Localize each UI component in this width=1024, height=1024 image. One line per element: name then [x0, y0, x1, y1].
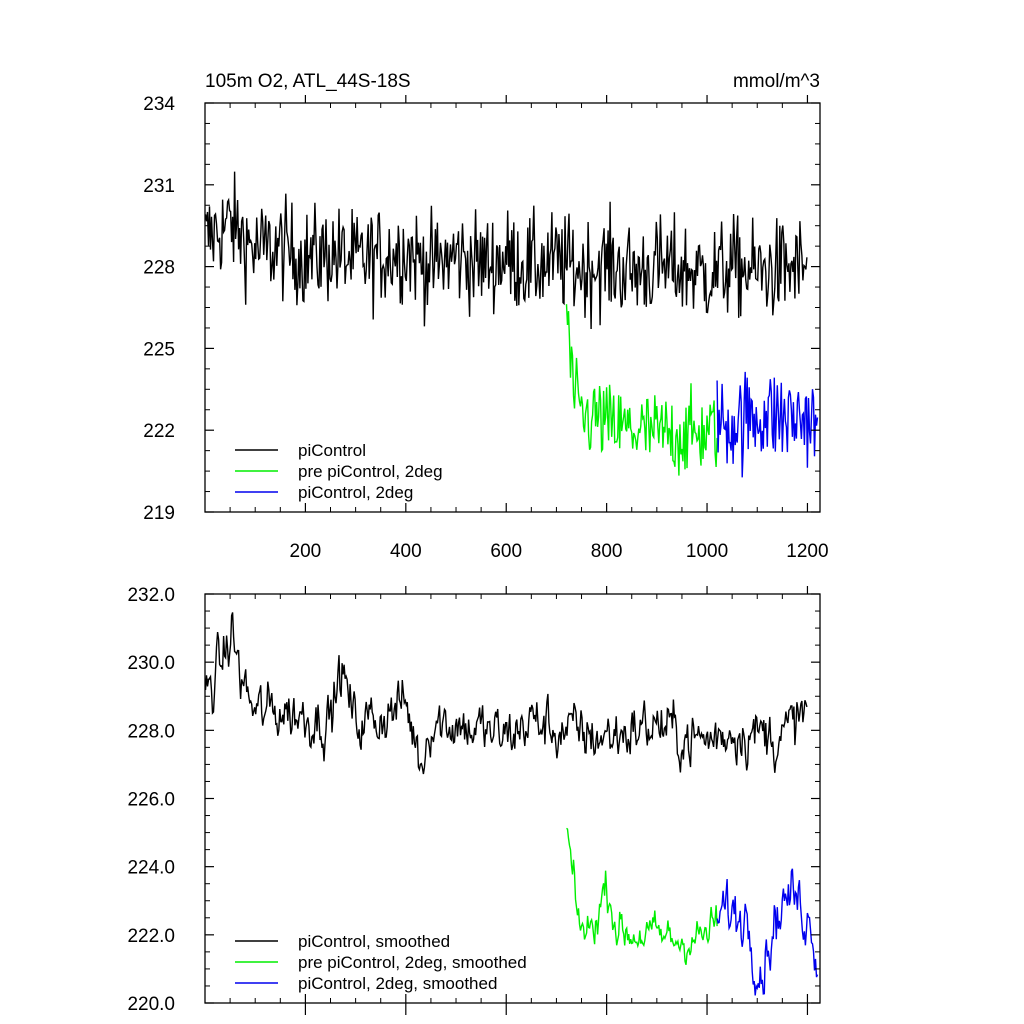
bottom-legend-label-pre-piControl: pre piControl, 2deg, smoothed	[298, 953, 527, 972]
bottom-series-lines	[204, 612, 819, 996]
top-series-lines	[204, 171, 819, 478]
x-tick-label: 600	[490, 541, 522, 562]
series-line-2	[565, 304, 718, 476]
y-tick-label: 226.0	[127, 790, 175, 811]
top-legend-label-piControl-2deg: piControl, 2deg	[298, 483, 413, 502]
y-tick-label: 228.0	[127, 721, 175, 742]
y-tick-label: 224.0	[127, 858, 175, 879]
y-tick-label: 225	[143, 339, 175, 360]
series-line-3	[716, 371, 819, 478]
bottom-legend-label-piControl: piControl, smoothed	[298, 932, 450, 951]
y-tick-label: 220.0	[127, 994, 175, 1015]
top-units-label: mmol/m^3	[733, 71, 820, 92]
top-legend-label-piControl: piControl	[298, 441, 366, 460]
series-line-1	[204, 612, 808, 775]
top-panel: 219 222 225 228 231 234 200 400 600 800 1000 1200 1…	[143, 71, 828, 562]
series-line-2	[566, 827, 718, 965]
top-legend-label-pre-piControl: pre piControl, 2deg	[298, 462, 443, 481]
y-tick-label: 232.0	[127, 585, 175, 606]
y-tick-label: 230.0	[127, 653, 175, 674]
bottom-axis-ticks: 220.0 222.0 224.0 226.0 228.0 230.0 232.0	[127, 585, 820, 1015]
y-tick-label: 228	[143, 258, 175, 279]
bottom-legend-label-piControl-2deg: piControl, 2deg, smoothed	[298, 974, 497, 993]
x-tick-label: 800	[591, 541, 623, 562]
y-tick-label: 222	[143, 421, 175, 442]
y-tick-label: 219	[143, 503, 175, 524]
top-chart-title: 105m O2, ATL_44S-18S	[205, 71, 411, 92]
top-legend: piControl pre piControl, 2deg piControl,…	[235, 441, 443, 502]
x-tick-label: 1000	[686, 541, 728, 562]
bottom-panel: 220.0 222.0 224.0 226.0 228.0 230.0 232.0 piCo…	[127, 585, 821, 1015]
series-line-3	[716, 868, 819, 996]
y-tick-label: 222.0	[127, 926, 175, 947]
y-tick-label: 234	[143, 94, 175, 115]
bottom-legend: piControl, smoothed pre piControl, 2deg,…	[235, 932, 527, 993]
y-tick-label: 231	[143, 176, 175, 197]
x-tick-label: 200	[290, 541, 322, 562]
series-line-1	[204, 171, 808, 330]
x-tick-label: 1200	[786, 541, 828, 562]
x-tick-label: 400	[390, 541, 422, 562]
top-axis-ticks: 219 222 225 228 231 234 200 400 600 800 1000 1200	[143, 94, 828, 562]
